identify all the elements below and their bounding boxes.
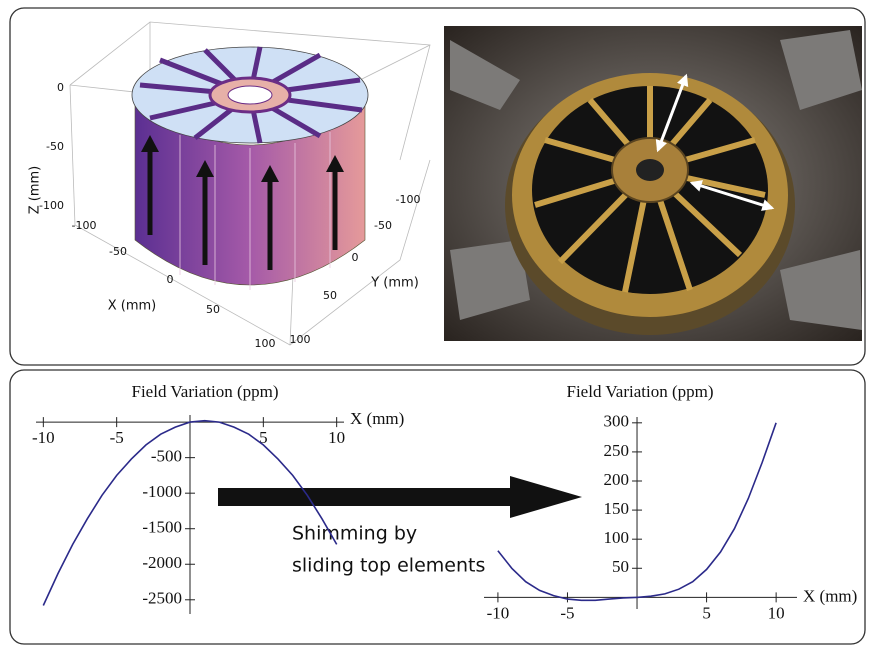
y-tick-label: -2500: [142, 589, 182, 608]
figure: Shimming by sliding top elements Z (mm)X…: [0, 0, 871, 650]
y-tick-label: 100: [604, 528, 630, 547]
x-axis-label: X (mm): [803, 586, 857, 605]
y-tick-label: -1500: [142, 518, 182, 537]
x-tick-label: -100: [72, 219, 97, 232]
x-tick-label: -10: [32, 428, 55, 447]
y-tick-label: 300: [604, 412, 630, 431]
y-tick-label: 100: [290, 333, 311, 346]
z-tick-label: -50: [46, 140, 64, 153]
annotation-line: sliding top elements: [292, 555, 485, 577]
y-tick-label: 50: [612, 557, 629, 576]
y-tick-label: -1000: [142, 482, 182, 501]
y-tick-label: 150: [604, 499, 630, 518]
x-tick-label: 0: [167, 273, 174, 286]
y-tick-label: 200: [604, 470, 630, 489]
x-tick-label: 5: [702, 603, 711, 622]
x-tick-label: -5: [110, 428, 124, 447]
annotation-line: Shimming by: [292, 523, 417, 545]
x-tick-label: -5: [560, 603, 574, 622]
y-tick-label: -50: [374, 219, 392, 232]
chart-title: Field Variation (ppm): [132, 382, 279, 401]
y-axis-label: Y (mm): [370, 276, 419, 291]
x-tick-label: 100: [255, 337, 276, 350]
chart-title: Field Variation (ppm): [567, 382, 714, 401]
bottom-panel: [10, 370, 865, 644]
y-tick-label: 0: [352, 251, 359, 264]
magnet-body: [132, 47, 368, 290]
y-tick-label: -500: [151, 447, 182, 466]
z-tick-label: 0: [57, 81, 64, 94]
x-axis-label: X (mm): [108, 299, 157, 314]
shim-arrow: [218, 476, 582, 518]
x-tick-label: 10: [768, 603, 785, 622]
y-tick-label: 50: [323, 289, 337, 302]
y-tick-label: -2000: [142, 553, 182, 572]
x-tick-label: -10: [487, 603, 510, 622]
x-tick-label: 50: [206, 303, 220, 316]
x-tick-label: -50: [109, 245, 127, 258]
z-tick-label: -100: [39, 199, 64, 212]
y-tick-label: -100: [396, 193, 421, 206]
photo: [444, 26, 862, 341]
x-axis-label: X (mm): [350, 409, 404, 428]
y-tick-label: 250: [604, 441, 630, 460]
x-tick-label: 10: [328, 428, 345, 447]
